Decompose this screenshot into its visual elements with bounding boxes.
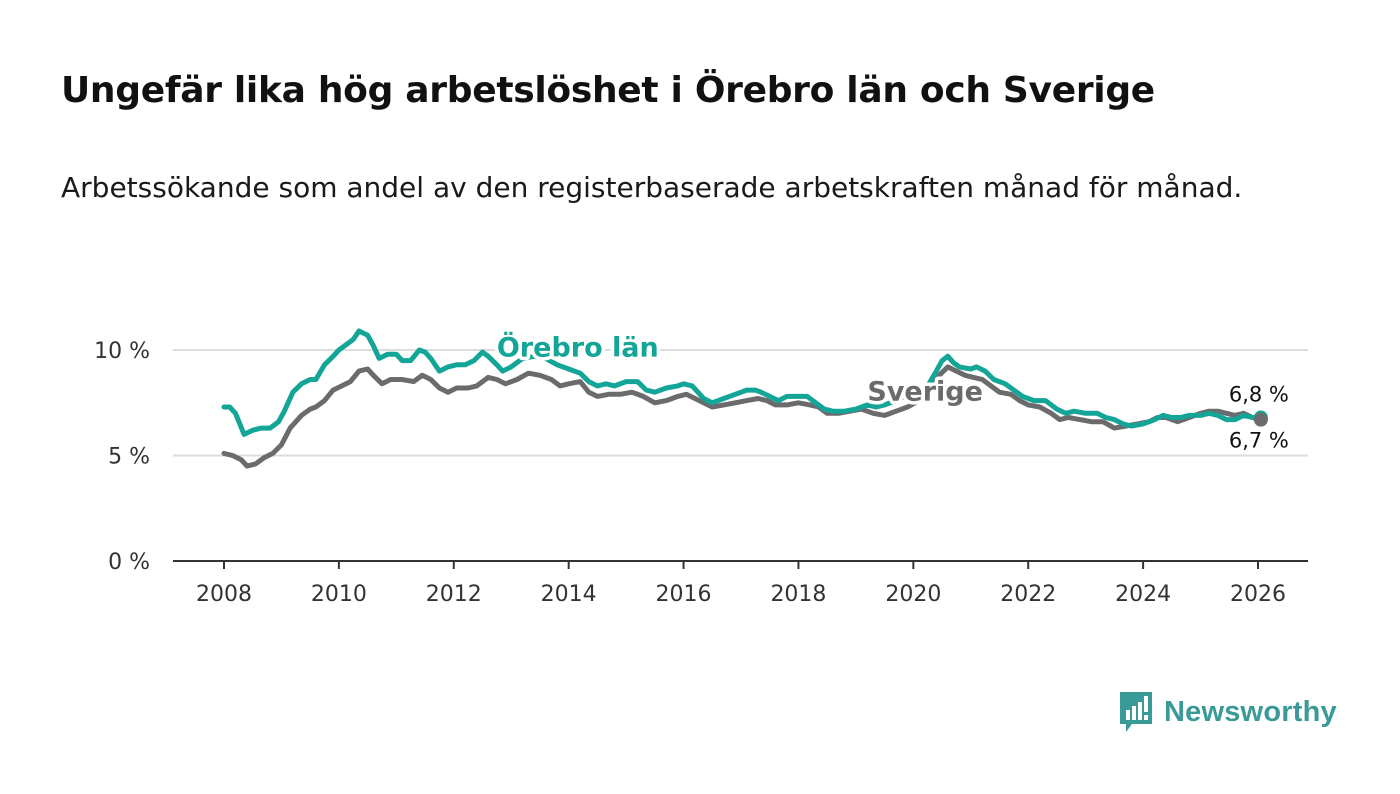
x-tick-label: 2022 [1000,582,1056,607]
x-tick-label: 2008 [196,582,252,607]
y-tick-label: 0 % [108,550,150,575]
x-tick-label: 2016 [656,582,712,607]
x-tick-label: 2020 [885,582,941,607]
series-line-sverige [221,364,1264,469]
x-tick-label: 2012 [426,582,482,607]
x-tick-label: 2010 [311,582,367,607]
chart-subtitle: Arbetssökande som andel av den registerb… [61,171,1243,204]
newsworthy-logo[interactable]: Newsworthy [1118,690,1337,734]
y-tick-label: 5 % [108,445,150,470]
brand-name: Newsworthy [1164,695,1337,728]
bar-chart-speech-bubble-icon [1120,692,1152,732]
series-line-orebro-lan [221,328,1264,437]
end-marker-sverige [1253,412,1268,427]
chart-title: Ungefär lika hög arbetslöshet i Örebro l… [61,70,1155,111]
x-tick-label: 2026 [1230,582,1286,607]
x-tick-label: 2014 [541,582,597,607]
x-tick-label: 2024 [1115,582,1171,607]
end-value-label-sverige: 6,7 % [1229,429,1289,453]
y-tick-label: 10 % [94,339,150,364]
series-label-orebro-lan: Örebro län [497,330,659,363]
x-tick-label: 2018 [770,582,826,607]
series-label-sverige: Sverige [867,377,983,408]
end-value-label-orebro-lan: 6,8 % [1229,383,1289,407]
